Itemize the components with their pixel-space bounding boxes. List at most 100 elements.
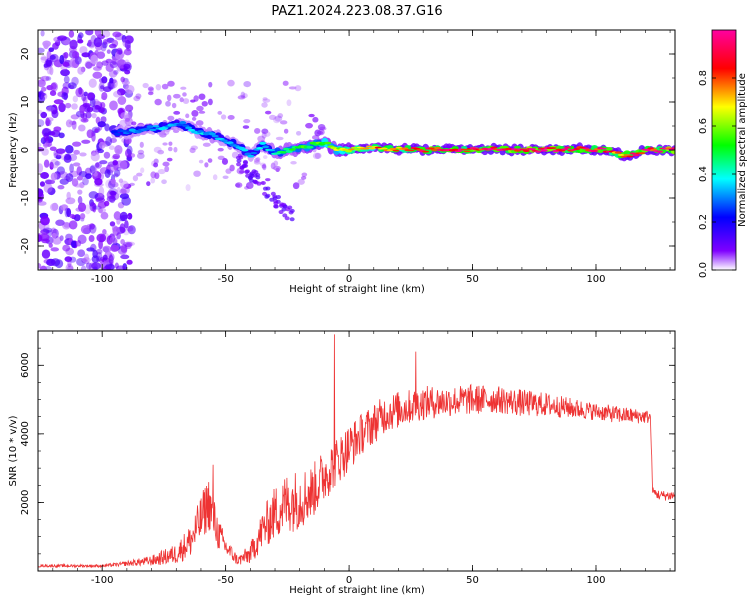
heatmap-cell: [368, 147, 376, 150]
heatmap-cell: [102, 245, 112, 253]
heatmap-cell: [48, 242, 53, 248]
heatmap-cell: [324, 141, 332, 145]
heatmap-cell: [50, 247, 60, 252]
heatmap-cell: [283, 128, 289, 134]
colorbar-tick-label: 0.2: [698, 214, 709, 230]
heatmap-cell: [44, 57, 54, 68]
heatmap-cell: [110, 244, 120, 252]
heatmap-cell: [270, 162, 276, 170]
heatmap-cell: [75, 87, 84, 98]
heatmap-cell: [116, 186, 121, 196]
heatmap-cell: [256, 181, 262, 186]
heatmap-cell: [282, 213, 288, 218]
y-tick-label: 20: [20, 48, 31, 61]
heatmap-cell: [286, 99, 292, 107]
heatmap-cell: [77, 202, 87, 213]
heatmap-cell: [279, 150, 287, 154]
heatmap-cell: [173, 93, 181, 99]
heatmap-cell: [273, 204, 279, 209]
colorbar: 0.0 0.2 0.4 0.6 0.8 Normalized spectral ampl…: [698, 29, 748, 278]
heatmap-cell: [99, 160, 108, 165]
heatmap-cell: [190, 145, 198, 151]
heatmap-cell: [65, 197, 76, 205]
heatmap-cell: [241, 149, 249, 152]
heatmap-cell: [94, 178, 103, 186]
heatmap-cell: [162, 142, 168, 146]
heatmap-cell: [537, 147, 545, 150]
heatmap-cell: [540, 149, 548, 152]
heatmap-cell: [57, 35, 67, 41]
heatmap-cell: [87, 39, 92, 47]
heatmap-cell: [198, 110, 206, 114]
heatmap-cell: [108, 43, 117, 49]
heatmap-cell: [564, 146, 572, 149]
heatmap-cell: [94, 30, 102, 37]
heatmap-cell: [80, 224, 91, 235]
heatmap-cell: [62, 244, 71, 252]
heatmap-cell: [50, 82, 57, 90]
heatmap-cell: [264, 194, 270, 199]
heatmap-cell: [72, 95, 78, 103]
heatmap-cell: [38, 94, 45, 104]
heatmap-cell: [67, 82, 77, 90]
heatmap-cell: [168, 141, 173, 146]
heatmap-cell: [123, 63, 131, 70]
heatmap-cell: [173, 146, 178, 153]
heatmap-cell: [41, 86, 47, 92]
heatmap-cell: [104, 123, 110, 132]
heatmap-cell: [136, 172, 143, 177]
heatmap-cell: [211, 134, 219, 138]
heatmap-cell: [220, 139, 228, 142]
heatmap-cell: [70, 240, 77, 248]
heatmap-cell: [95, 197, 106, 203]
heatmap-cell: [85, 111, 92, 119]
snr-series-line: [38, 334, 675, 569]
snr-x-ticks: -100 -50 0 50 100: [52, 331, 671, 586]
heatmap-cell: [42, 227, 53, 233]
heatmap-cell: [104, 200, 110, 207]
heatmap-cell: [77, 234, 87, 245]
heatmap-cell: [240, 91, 246, 99]
heatmap-cell: [111, 130, 119, 134]
heatmap-cell: [79, 46, 88, 55]
heatmap-cell: [129, 182, 135, 186]
heatmap-cell: [288, 86, 297, 90]
heatmap-cell: [236, 158, 242, 163]
heatmap-cell: [73, 214, 81, 222]
heatmap-cell: [281, 207, 287, 212]
heatmap-cell: [116, 167, 122, 172]
heatmap-cell: [282, 204, 288, 209]
heatmap-cell: [629, 152, 637, 155]
heatmap-cell: [221, 158, 229, 165]
heatmap-cell: [102, 265, 112, 270]
heatmap-cell: [81, 52, 91, 58]
heatmap-cell: [42, 40, 51, 48]
colorbar-frame: [711, 29, 737, 271]
heatmap-cell: [136, 152, 145, 159]
heatmap-cell: [101, 60, 109, 66]
heatmap-cell: [196, 130, 204, 134]
heatmap-cell: [117, 96, 127, 105]
heatmap-cell: [109, 77, 114, 84]
heatmap-cell: [39, 76, 45, 85]
heatmap-cell: [108, 254, 114, 265]
heatmap-cell: [108, 79, 117, 84]
heatmap-cell: [270, 191, 276, 196]
heatmap-cell: [49, 90, 57, 97]
heatmap-cell: [292, 182, 300, 190]
heatmap-cell: [109, 61, 118, 69]
heatmap-cell: [120, 243, 128, 253]
heatmap-cell: [39, 181, 45, 187]
heatmap-cell: [38, 109, 43, 115]
heatmap-cell: [182, 98, 190, 104]
heatmap-cell: [58, 102, 66, 113]
heatmap-cell: [66, 191, 71, 200]
y-tick-label: 6000: [20, 353, 31, 378]
heatmap-cell: [90, 164, 96, 175]
heatmap-cell: [80, 117, 89, 123]
heatmap-cell: [620, 155, 628, 158]
heatmap-cell: [275, 136, 284, 141]
heatmap-cell: [116, 47, 123, 55]
heatmap-cell: [454, 150, 462, 153]
